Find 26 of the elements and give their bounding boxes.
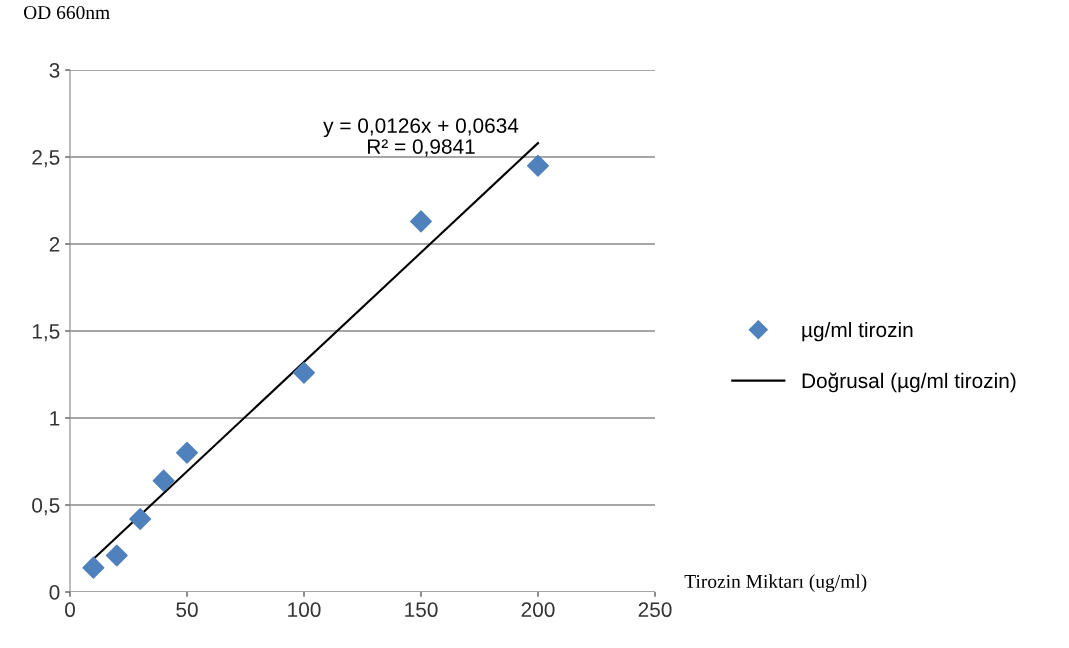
y-tick-label: 1 xyxy=(50,411,60,426)
point xyxy=(82,556,105,579)
legend-label: µg/ml tirozin xyxy=(802,321,913,342)
x-tick-label: 0 xyxy=(65,602,75,618)
x-tick-label: 150 xyxy=(405,602,438,618)
y-tick-label: 0 xyxy=(49,585,60,600)
point xyxy=(410,210,432,233)
x-axis-title: Tirozin Miktarı (ug/ml) xyxy=(684,574,867,592)
point xyxy=(105,544,128,567)
x-tick-label: 100 xyxy=(288,602,321,618)
x-tick-label: 250 xyxy=(638,602,672,618)
point xyxy=(152,469,175,492)
x-tick-label: 50 xyxy=(176,602,198,618)
annotation: y = 0,0126x + 0,0634 R² = 0,9841 xyxy=(323,118,519,157)
point xyxy=(527,154,549,177)
y-tick-label: 3 xyxy=(49,63,60,78)
y-axis-title: OD 660nm xyxy=(24,5,110,20)
point xyxy=(176,441,198,464)
x-tick-label: 200 xyxy=(521,602,555,618)
y-tick-label: 0,5 xyxy=(32,498,60,516)
y-tick-label: 2,5 xyxy=(32,150,60,168)
point xyxy=(129,507,152,530)
y-tick-label: 1,5 xyxy=(32,324,60,342)
legend-label: Doğrusal (µg/ml tirozin) xyxy=(802,372,1016,393)
y-tick-label: 2 xyxy=(49,237,60,252)
point xyxy=(293,361,315,384)
